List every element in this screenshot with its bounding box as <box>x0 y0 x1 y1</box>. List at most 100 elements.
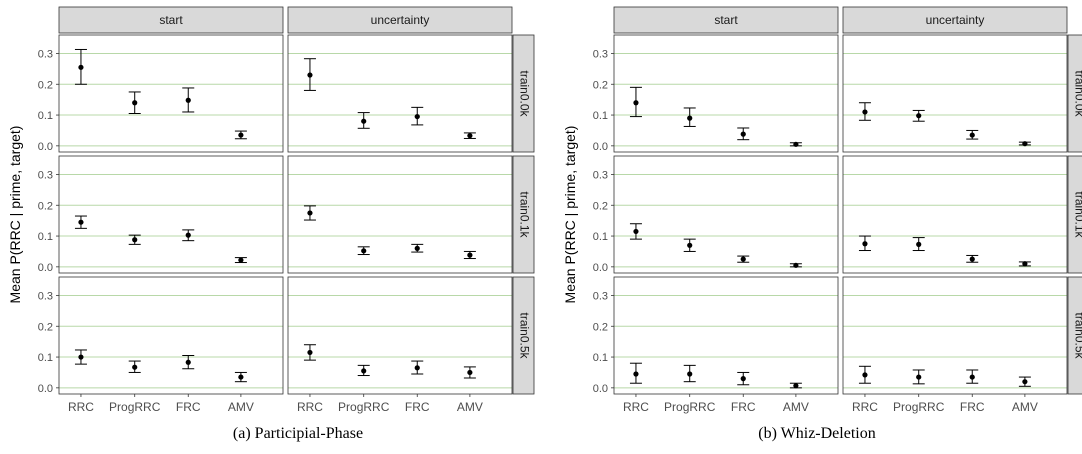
panel-background <box>843 35 1067 152</box>
data-point-ProgRRC <box>361 118 367 124</box>
panel-background <box>288 156 512 273</box>
panel-start-train0.0k <box>613 34 839 153</box>
data-point-ProgRRC <box>132 100 138 106</box>
y-tick-label: 0.1 <box>593 110 608 122</box>
data-point-RRC <box>307 349 313 356</box>
data-point-ProgRRC <box>687 371 693 377</box>
y-tick-label: 0.0 <box>38 383 53 395</box>
x-tick-label: ProgRRC <box>338 400 390 414</box>
data-point-RRC <box>862 109 868 115</box>
column-strip-label: uncertainty <box>371 13 430 27</box>
data-point-RRC <box>78 219 84 225</box>
panel-start-train0.5k <box>613 276 839 395</box>
panel-border <box>287 34 513 153</box>
x-tick-label: ProgRRC <box>109 400 161 414</box>
data-point-AMV <box>467 369 473 376</box>
panel-background <box>614 156 838 273</box>
y-tick-label: 0.1 <box>593 231 608 243</box>
column-strip-uncertainty <box>842 6 1068 34</box>
row-strip-train0.5k <box>1067 276 1082 395</box>
caption-left: (a) Participial-Phase <box>232 425 364 442</box>
x-tick-label: FRC <box>960 400 985 414</box>
data-point-FRC <box>414 113 420 120</box>
row-strip-label: train0.1k <box>1072 191 1082 238</box>
row-strip-label: train0.0k <box>517 70 531 117</box>
data-point-ProgRRC <box>687 242 693 248</box>
y-tick-label: 0.0 <box>593 383 608 395</box>
caption-right: (b) Whiz-Deletion <box>758 425 876 442</box>
panel-background <box>59 277 283 394</box>
panel-background <box>59 156 283 273</box>
y-tick-label: 0.0 <box>38 262 53 274</box>
panel-background <box>843 156 1067 273</box>
panel-start-train0.0k <box>58 34 284 153</box>
data-point-ProgRRC <box>361 368 367 374</box>
facet-figure-1: start uncertainty train0.0k train0.1k train0… <box>7 6 535 414</box>
data-point-ProgRRC <box>916 241 922 247</box>
data-point-AMV <box>1022 141 1028 147</box>
y-tick-label: 0.3 <box>593 290 608 302</box>
panel-uncertainty-train0.5k <box>287 276 513 395</box>
data-point-AMV <box>1022 379 1028 385</box>
y-tick-label: 0.1 <box>38 231 53 243</box>
data-point-RRC <box>78 64 84 70</box>
panel-border <box>842 34 1068 153</box>
data-point-RRC <box>307 210 313 216</box>
column-strip-label: start <box>714 13 738 27</box>
y-tick-label: 0.1 <box>38 352 53 364</box>
column-strip-label: uncertainty <box>926 13 985 27</box>
data-point-AMV <box>238 374 244 380</box>
panel-start-train0.1k <box>613 155 839 274</box>
x-tick-label: FRC <box>176 400 201 414</box>
data-point-RRC <box>633 228 639 235</box>
row-strip-train0.0k <box>1067 34 1082 153</box>
data-point-ProgRRC <box>361 248 367 254</box>
data-point-FRC <box>414 365 420 371</box>
panel-uncertainty-train0.1k <box>842 155 1068 274</box>
data-point-FRC <box>969 132 975 138</box>
row-strip-train0.1k <box>512 155 535 274</box>
panel-uncertainty-train0.5k <box>842 276 1068 395</box>
data-point-AMV <box>793 141 799 147</box>
panel-background <box>59 35 283 152</box>
panel-start-train0.5k <box>58 276 284 395</box>
panel-border <box>842 155 1068 274</box>
panel-border <box>842 276 1068 395</box>
x-tick-label: ProgRRC <box>664 400 716 414</box>
x-tick-label: RRC <box>68 400 94 414</box>
data-point-FRC <box>185 359 191 365</box>
y-tick-label: 0.0 <box>38 141 53 153</box>
x-tick-label: AMV <box>457 400 483 414</box>
data-point-AMV <box>238 257 244 263</box>
row-strip-label: train0.1k <box>517 191 531 238</box>
panel-start-train0.1k <box>58 155 284 274</box>
y-tick-label: 0.3 <box>593 48 608 60</box>
y-tick-label: 0.2 <box>593 79 608 91</box>
data-point-ProgRRC <box>916 374 922 380</box>
row-strip-label: train0.0k <box>1072 70 1082 117</box>
column-strip-start <box>613 6 839 34</box>
column-strip-uncertainty <box>287 6 513 34</box>
panel-background <box>288 35 512 152</box>
panel-border <box>613 155 839 274</box>
data-point-RRC <box>862 372 868 378</box>
x-tick-label: RRC <box>297 400 323 414</box>
data-point-AMV <box>793 383 799 389</box>
data-point-FRC <box>185 97 191 103</box>
x-tick-label: RRC <box>623 400 649 414</box>
panel-border <box>58 276 284 395</box>
data-point-RRC <box>633 100 639 106</box>
panel-uncertainty-train0.0k <box>287 34 513 153</box>
y-axis-title: Mean P(RRC | prime, target) <box>7 126 23 304</box>
row-strip-label: train0.5k <box>1072 312 1082 359</box>
y-tick-label: 0.3 <box>38 169 53 181</box>
x-tick-label: AMV <box>783 400 809 414</box>
panel-background <box>614 35 838 152</box>
data-point-AMV <box>467 133 473 139</box>
data-point-RRC <box>307 72 313 78</box>
y-tick-label: 0.1 <box>593 352 608 364</box>
column-strip-label: start <box>159 13 183 27</box>
panel-border <box>613 34 839 153</box>
data-point-RRC <box>633 371 639 377</box>
facet-figure-2: start uncertainty train0.0k train0.1k train0… <box>562 6 1082 414</box>
